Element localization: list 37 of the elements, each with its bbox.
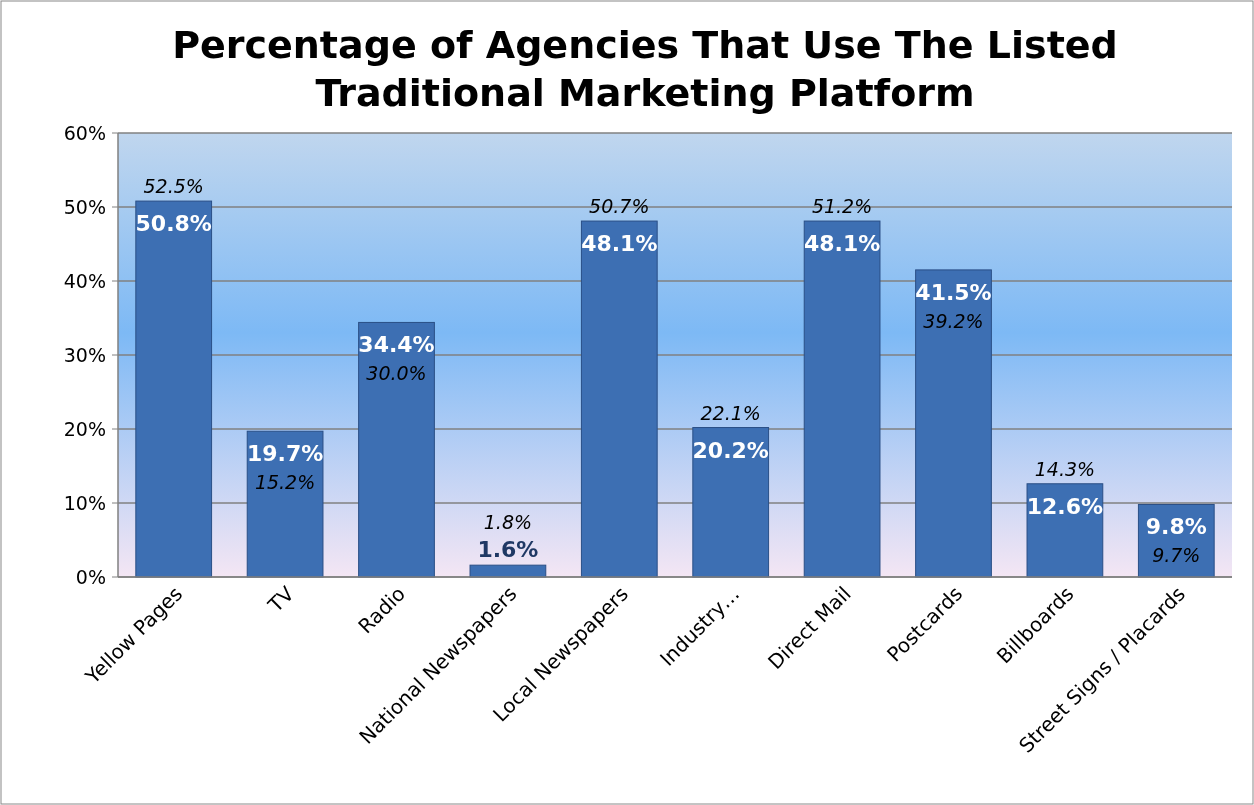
bar: [1026, 483, 1104, 578]
data-label: 34.4%: [358, 332, 435, 358]
y-tick-label: 20%: [63, 417, 106, 440]
annotation: 52.5%: [143, 175, 204, 198]
x-tick-label: TV: [262, 581, 299, 618]
data-label: 12.6%: [1026, 493, 1104, 519]
annotation: 39.2%: [923, 309, 984, 332]
annotation: 50.7%: [589, 195, 650, 218]
data-label: 9.8%: [1145, 514, 1207, 540]
bar: [803, 220, 881, 578]
data-label: 48.1%: [803, 231, 881, 257]
data-label: 41.5%: [915, 279, 992, 305]
annotation: 1.8%: [483, 511, 533, 534]
annotation: 9.7%: [1152, 544, 1201, 567]
chart-title: Percentage of Agencies That Use The Listed Traditional Marketing Platform: [172, 23, 1118, 115]
annotation: 14.3%: [1034, 457, 1096, 480]
data-label: 1.6%: [477, 537, 539, 563]
annotation: 51.2%: [811, 195, 873, 218]
y-tick-label: 40%: [63, 269, 106, 292]
bar: [358, 321, 435, 578]
bar: [135, 200, 213, 578]
bar: [246, 430, 324, 578]
y-tick-label: 60%: [63, 121, 106, 144]
data-label: 50.8%: [135, 211, 212, 237]
bar: [915, 269, 992, 578]
bar: [580, 220, 658, 578]
y-tick-label: 10%: [63, 491, 106, 514]
data-label: 19.7%: [246, 441, 324, 467]
data-label: 20.2%: [692, 437, 769, 463]
y-tick-label: 50%: [63, 195, 106, 218]
y-tick-label: 0%: [75, 565, 106, 588]
annotation: 30.0%: [366, 362, 427, 385]
annotation: 22.1%: [700, 401, 761, 424]
data-label: 48.1%: [581, 231, 658, 257]
y-tick-label: 30%: [63, 343, 106, 366]
annotation: 15.2%: [254, 471, 316, 494]
bar: [692, 427, 770, 578]
